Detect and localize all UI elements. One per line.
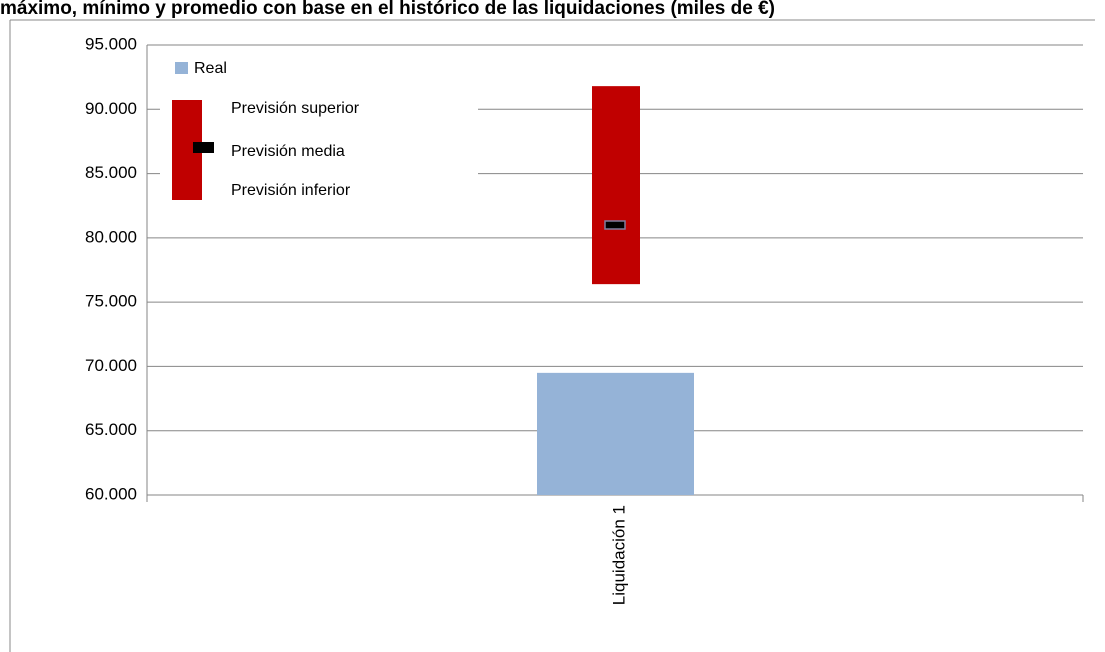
legend-background [160,55,478,207]
bar [537,372,694,495]
y-tick-label: 90.000 [85,99,137,118]
chart-title: máximo, mínimo y promedio con base en el… [0,0,775,19]
legend-label: Previsión inferior [231,182,351,199]
legend-label: Real [194,60,227,77]
y-tick-label: 65.000 [85,420,137,439]
x-tick-label: Liquidación 1 [609,505,628,605]
y-tick-label: 75.000 [85,292,137,311]
legend-label: Previsión media [231,143,345,160]
y-tick-label: 60.000 [85,484,137,503]
y-tick-label: 95.000 [85,34,137,53]
forecast-range [592,86,640,285]
y-tick-label: 70.000 [85,356,137,375]
y-tick-label: 85.000 [85,163,137,182]
legend-swatch [175,62,188,74]
forecast-mean [604,220,626,230]
legend-swatch [193,142,214,153]
y-tick-label: 80.000 [85,227,137,246]
legend-label: Previsión superior [231,100,360,117]
